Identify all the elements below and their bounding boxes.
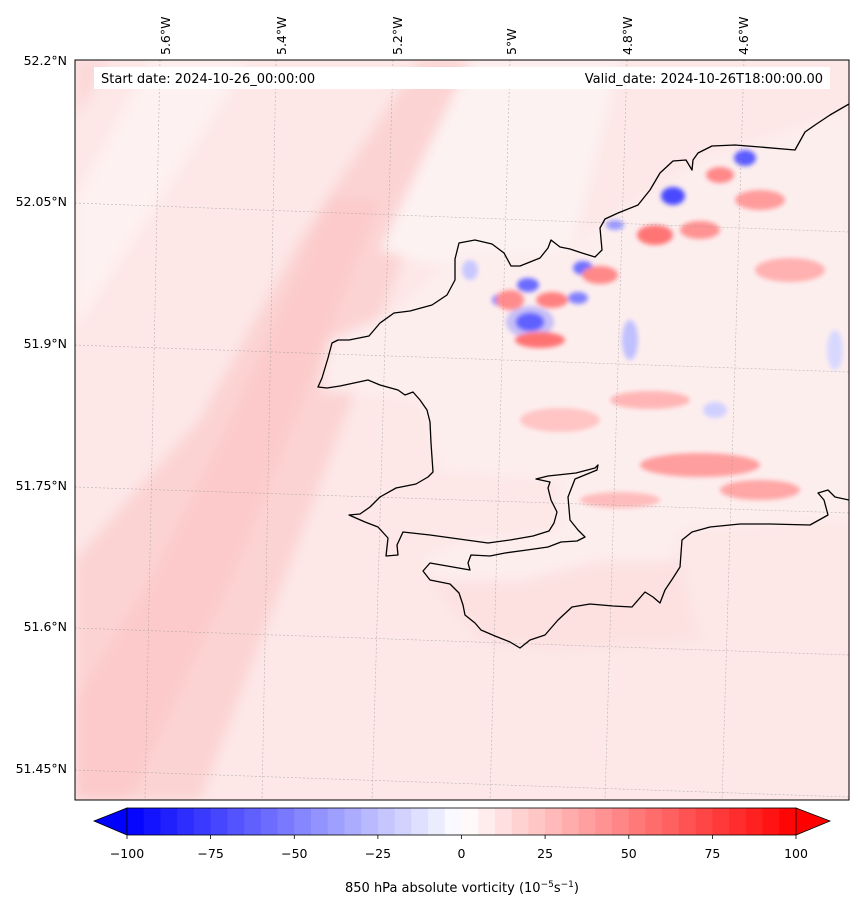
colorbar-tick-label: −100: [110, 846, 144, 861]
header-box: [94, 67, 830, 89]
coastline: [317, 103, 849, 649]
colorbar-bin: [428, 808, 446, 835]
lon-tick-label: 4.8°W: [620, 17, 635, 56]
colorbar-bin: [444, 808, 463, 835]
colorbar-bin: [511, 808, 530, 835]
colorbar-tick-label: −50: [281, 846, 307, 861]
colorbar-tick-label: 100: [784, 846, 808, 861]
colorbar-tick-label: 25: [537, 846, 553, 861]
colorbar-bin: [762, 808, 780, 835]
lon-tick-labels: 5.6°W 5.4°W 5.2°W 5°W 4.8°W 4.6°W: [158, 17, 751, 56]
colorbar-bin: [678, 808, 697, 835]
colorbar-bin: [695, 808, 713, 835]
valid-date-label: Valid_date: 2024-10-26T18:00:00.00: [585, 72, 823, 87]
lon-tick-label: 5.4°W: [274, 17, 289, 56]
colorbar-bin: [528, 808, 546, 835]
colorbar-bin: [327, 808, 346, 835]
colorbar-ticks: [126, 835, 797, 839]
start-date-label: Start date: 2024-10-26_00:00:00: [101, 72, 315, 87]
colorbar-tick-label: −75: [197, 846, 223, 861]
lat-tick-label: 51.75°N: [16, 478, 67, 493]
lat-tick-label: 52.2°N: [24, 53, 67, 68]
colorbar-extend-min: [92, 807, 128, 836]
colorbar-bin: [729, 808, 747, 835]
lat-tick-label: 51.45°N: [16, 761, 67, 776]
colorbar-bin: [294, 808, 312, 835]
colorbar-tick-label: 75: [704, 846, 720, 861]
colorbar-bin: [244, 808, 262, 835]
lon-tick-label: 4.6°W: [736, 17, 751, 56]
colorbar-tick-label: 0: [458, 846, 466, 861]
colorbar-bin: [628, 808, 647, 835]
colorbar-bin: [193, 808, 212, 835]
vorticity-field: [75, 60, 849, 800]
colorbar-bin: [595, 808, 613, 835]
colorbar-bin: [612, 808, 630, 835]
graticule: [75, 60, 849, 800]
colorbar-bin: [461, 808, 479, 835]
colorbar-bin: [545, 808, 563, 835]
colorbar-bin: [494, 808, 513, 835]
colorbar-bin: [712, 808, 730, 835]
colorbar-bin: [143, 808, 162, 835]
colorbar-bin: [344, 808, 362, 835]
lat-tick-label: 52.05°N: [16, 194, 67, 209]
lon-tick-label: 5.2°W: [390, 17, 405, 56]
colorbar-bin: [361, 808, 379, 835]
lat-tick-label: 51.6°N: [24, 619, 67, 634]
colorbar-bin: [227, 808, 245, 835]
colorbar-tick-label: 50: [621, 846, 637, 861]
colorbar: −100 −75 −50 −25 0 25 50 75 100 850 hPa …: [92, 807, 832, 896]
colorbar-bin: [578, 808, 596, 835]
colorbar-label: 850 hPa absolute vorticity (10−5s−1): [345, 880, 579, 896]
colorbar-bin: [310, 808, 329, 835]
colorbar-bin: [177, 808, 195, 835]
colorbar-bin: [662, 808, 680, 835]
colorbar-bin: [210, 808, 228, 835]
colorbar-bin: [411, 808, 429, 835]
colorbar-bins: [127, 808, 797, 835]
colorbar-extend-max: [795, 807, 832, 836]
lat-tick-label: 51.9°N: [24, 336, 67, 351]
colorbar-bin: [277, 808, 295, 835]
lon-tick-label: 5.6°W: [158, 17, 173, 56]
colorbar-bin: [645, 808, 663, 835]
colorbar-bin: [561, 808, 580, 835]
colorbar-bin: [127, 808, 145, 835]
lon-tick-label: 5°W: [504, 28, 519, 55]
colorbar-tick-label: −25: [365, 846, 391, 861]
colorbar-bin: [377, 808, 396, 835]
colorbar-bin: [779, 808, 797, 835]
colorbar-bin: [394, 808, 412, 835]
lat-tick-labels: 52.2°N 52.05°N 51.9°N 51.75°N 51.6°N 51.…: [16, 53, 67, 776]
colorbar-bin: [160, 808, 178, 835]
colorbar-bin: [260, 808, 279, 835]
colorbar-bin: [478, 808, 496, 835]
colorbar-bin: [745, 808, 764, 835]
